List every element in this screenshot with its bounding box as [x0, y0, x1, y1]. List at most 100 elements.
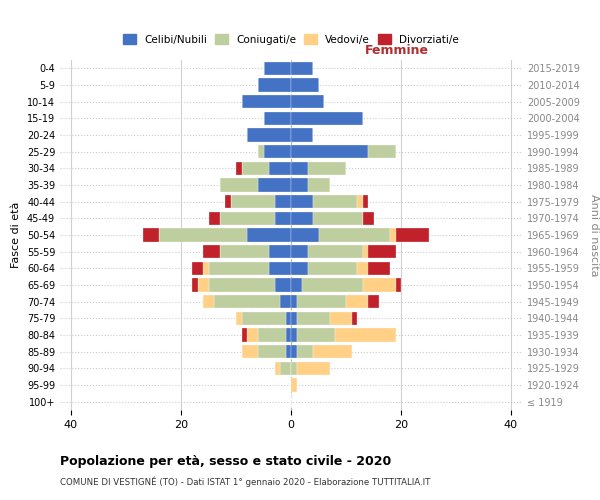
- Bar: [296, 328, 335, 342]
- Bar: [313, 345, 352, 358]
- Bar: [263, 145, 291, 158]
- Bar: [291, 295, 296, 308]
- Bar: [291, 195, 313, 208]
- Bar: [368, 262, 390, 275]
- Bar: [313, 195, 357, 208]
- Bar: [291, 162, 308, 175]
- Bar: [236, 312, 241, 325]
- Bar: [280, 362, 291, 375]
- Bar: [335, 328, 395, 342]
- Bar: [286, 312, 291, 325]
- Bar: [241, 328, 247, 342]
- Bar: [241, 95, 291, 108]
- Bar: [203, 262, 209, 275]
- Bar: [258, 78, 291, 92]
- Bar: [357, 195, 362, 208]
- Bar: [362, 212, 373, 225]
- Bar: [357, 262, 368, 275]
- Bar: [329, 312, 352, 325]
- Bar: [258, 178, 291, 192]
- Bar: [263, 112, 291, 125]
- Bar: [230, 195, 275, 208]
- Bar: [247, 228, 291, 241]
- Y-axis label: Fasce di età: Fasce di età: [11, 202, 21, 268]
- Bar: [241, 345, 258, 358]
- Bar: [296, 362, 329, 375]
- Bar: [291, 228, 319, 241]
- Bar: [203, 245, 220, 258]
- Bar: [368, 245, 395, 258]
- Bar: [291, 328, 296, 342]
- Bar: [302, 278, 362, 291]
- Bar: [291, 128, 313, 141]
- Bar: [368, 295, 379, 308]
- Bar: [209, 262, 269, 275]
- Bar: [143, 228, 159, 241]
- Bar: [390, 228, 395, 241]
- Bar: [269, 162, 291, 175]
- Legend: Celibi/Nubili, Coniugati/e, Vedovi/e, Divorziati/e: Celibi/Nubili, Coniugati/e, Vedovi/e, Di…: [119, 30, 463, 49]
- Bar: [291, 245, 308, 258]
- Bar: [368, 145, 395, 158]
- Bar: [220, 178, 258, 192]
- Bar: [308, 162, 346, 175]
- Bar: [308, 245, 362, 258]
- Bar: [319, 228, 390, 241]
- Bar: [263, 62, 291, 75]
- Bar: [291, 262, 308, 275]
- Bar: [296, 345, 313, 358]
- Bar: [209, 278, 275, 291]
- Bar: [269, 245, 291, 258]
- Text: Popolazione per età, sesso e stato civile - 2020: Popolazione per età, sesso e stato civil…: [60, 456, 391, 468]
- Bar: [362, 278, 395, 291]
- Bar: [192, 262, 203, 275]
- Bar: [362, 245, 368, 258]
- Bar: [291, 312, 296, 325]
- Bar: [275, 195, 291, 208]
- Bar: [395, 278, 401, 291]
- Bar: [247, 128, 291, 141]
- Bar: [346, 295, 368, 308]
- Bar: [220, 245, 269, 258]
- Bar: [362, 195, 368, 208]
- Bar: [291, 278, 302, 291]
- Bar: [291, 178, 308, 192]
- Bar: [286, 328, 291, 342]
- Bar: [286, 345, 291, 358]
- Bar: [275, 278, 291, 291]
- Bar: [291, 112, 362, 125]
- Bar: [258, 145, 263, 158]
- Bar: [291, 362, 296, 375]
- Bar: [296, 312, 329, 325]
- Bar: [236, 162, 241, 175]
- Bar: [241, 312, 286, 325]
- Bar: [308, 178, 329, 192]
- Bar: [247, 328, 258, 342]
- Bar: [197, 278, 209, 291]
- Bar: [275, 362, 280, 375]
- Bar: [308, 262, 357, 275]
- Bar: [291, 78, 319, 92]
- Bar: [296, 295, 346, 308]
- Bar: [192, 278, 197, 291]
- Bar: [291, 145, 368, 158]
- Bar: [241, 162, 269, 175]
- Bar: [209, 212, 220, 225]
- Bar: [291, 62, 313, 75]
- Bar: [291, 95, 324, 108]
- Bar: [280, 295, 291, 308]
- Bar: [203, 295, 214, 308]
- Bar: [313, 212, 362, 225]
- Bar: [352, 312, 357, 325]
- Y-axis label: Anni di nascita: Anni di nascita: [589, 194, 599, 276]
- Bar: [291, 212, 313, 225]
- Bar: [395, 228, 428, 241]
- Bar: [258, 345, 286, 358]
- Bar: [220, 212, 275, 225]
- Text: Femmine: Femmine: [365, 44, 429, 57]
- Bar: [275, 212, 291, 225]
- Bar: [159, 228, 247, 241]
- Text: COMUNE DI VESTIGNÉ (TO) - Dati ISTAT 1° gennaio 2020 - Elaborazione TUTTITALIA.I: COMUNE DI VESTIGNÉ (TO) - Dati ISTAT 1° …: [60, 476, 430, 487]
- Bar: [291, 378, 296, 392]
- Bar: [269, 262, 291, 275]
